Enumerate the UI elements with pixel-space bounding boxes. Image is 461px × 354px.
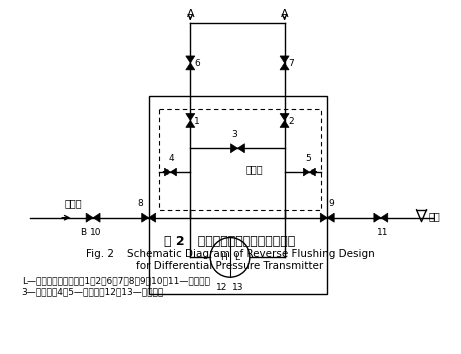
- Text: 3: 3: [231, 130, 237, 139]
- Text: 地漏: 地漏: [428, 211, 440, 221]
- Polygon shape: [280, 56, 289, 63]
- Polygon shape: [186, 114, 195, 120]
- Polygon shape: [186, 56, 195, 63]
- Polygon shape: [237, 144, 244, 153]
- Polygon shape: [165, 168, 171, 176]
- Bar: [148, 96, 327, 294]
- Polygon shape: [309, 168, 315, 176]
- Polygon shape: [86, 213, 93, 222]
- Text: 五阀组: 五阀组: [246, 164, 264, 174]
- Text: 5: 5: [306, 154, 311, 163]
- Polygon shape: [171, 168, 177, 176]
- Text: L: L: [235, 253, 239, 262]
- Text: 6: 6: [194, 59, 200, 68]
- Text: 图 2   差压变送器反冲水设计示意图: 图 2 差压变送器反冲水设计示意图: [165, 235, 296, 247]
- Text: 10: 10: [90, 228, 102, 236]
- Text: 13: 13: [232, 283, 244, 292]
- Polygon shape: [303, 168, 309, 176]
- Text: 反冲水: 反冲水: [65, 198, 82, 208]
- Text: 4: 4: [169, 154, 174, 163]
- Text: A: A: [281, 9, 289, 19]
- Text: 8: 8: [138, 199, 143, 208]
- Text: for Differential Pressure Transmitter: for Differential Pressure Transmitter: [136, 261, 324, 271]
- Polygon shape: [186, 63, 195, 70]
- Polygon shape: [381, 213, 388, 222]
- Text: 12: 12: [216, 283, 228, 292]
- Polygon shape: [186, 120, 195, 127]
- Text: 9: 9: [328, 199, 334, 208]
- Text: 1: 1: [194, 117, 200, 126]
- Polygon shape: [230, 144, 237, 153]
- Polygon shape: [327, 213, 334, 222]
- Text: 11: 11: [377, 228, 389, 236]
- Bar: [159, 109, 321, 210]
- Text: Fig. 2    Schematic Diagram of Reverse Flushing Design: Fig. 2 Schematic Diagram of Reverse Flus…: [86, 250, 374, 259]
- Text: 7: 7: [289, 59, 294, 68]
- Polygon shape: [142, 213, 148, 222]
- Text: 3—平衡阀；4、5—排污阀；12、13—排污丝堵: 3—平衡阀；4、5—排污阀；12、13—排污丝堵: [22, 287, 164, 296]
- Text: A: A: [187, 9, 194, 19]
- Polygon shape: [280, 120, 289, 127]
- Polygon shape: [148, 213, 156, 222]
- Polygon shape: [280, 63, 289, 70]
- Polygon shape: [280, 114, 289, 120]
- Text: 2: 2: [289, 117, 294, 126]
- Polygon shape: [320, 213, 327, 222]
- Text: H: H: [220, 253, 226, 262]
- Polygon shape: [93, 213, 100, 222]
- Polygon shape: [374, 213, 381, 222]
- Text: L—压力变送器低压侧；1、2、6、7、8、9、10、11—截止阀；: L—压力变送器低压侧；1、2、6、7、8、9、10、11—截止阀；: [22, 276, 210, 285]
- Text: B: B: [80, 228, 86, 236]
